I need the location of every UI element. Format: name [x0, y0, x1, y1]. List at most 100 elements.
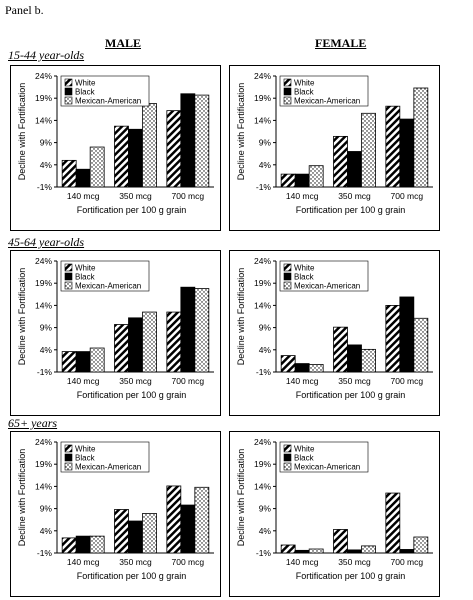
bar-white-350-mcg	[114, 324, 129, 373]
x-tick-label: 700 mcg	[391, 376, 424, 386]
y-tick-label: 14%	[254, 481, 271, 491]
y-tick-label: 9%	[259, 504, 272, 514]
bar-white-140-mcg	[280, 544, 296, 554]
bar-mexican-american-700-mcg	[194, 288, 210, 373]
legend-label: White	[294, 79, 315, 88]
legend-swatch	[64, 87, 73, 96]
y-tick-label: 4%	[40, 160, 53, 170]
y-tick-label: -1%	[256, 182, 272, 192]
y-axis-label: Decline with Fortification	[17, 268, 27, 366]
legend-label: Black	[294, 454, 315, 463]
panel-label: Panel b.	[5, 3, 44, 17]
bar-mexican-american-700-mcg	[413, 87, 429, 188]
y-tick-label: 9%	[259, 138, 272, 148]
legend-label: White	[75, 445, 96, 454]
row-heading-65-plus: 65+ years	[8, 416, 58, 430]
bar-white-350-mcg	[333, 529, 348, 554]
legend-swatch	[64, 462, 73, 471]
chart-svg: -1% 4% 9% 14% 19% 24% Decline with Fortificati…	[17, 437, 214, 581]
bar-black-350-mcg	[347, 549, 362, 554]
y-tick-label: 24%	[35, 71, 52, 81]
bar-black-350-mcg	[128, 520, 143, 554]
x-tick-label: 350 mcg	[338, 191, 371, 201]
chart-female-15-44: -1% 4% 9% 14% 19% 24% Decline with Fortificati…	[229, 65, 440, 231]
x-tick-label: 350 mcg	[119, 376, 152, 386]
legend-label: White	[75, 79, 96, 88]
bar-white-140-mcg	[280, 355, 296, 373]
x-tick-label: 140 mcg	[67, 376, 100, 386]
legend-label: White	[294, 445, 315, 454]
bar-black-700-mcg	[180, 93, 196, 188]
legend-swatch	[64, 453, 73, 462]
bar-black-700-mcg	[399, 296, 415, 373]
chart-svg: -1% 4% 9% 14% 19% 24% Decline with Fortificati…	[236, 437, 433, 581]
chart-male-15-44: -1% 4% 9% 14% 19% 24% Decline with Fortificati…	[10, 65, 221, 231]
x-tick-label: 140 mcg	[286, 376, 319, 386]
x-axis-label: Fortification per 100 g grain	[296, 390, 406, 400]
bar-black-140-mcg	[294, 363, 310, 373]
y-axis-label: Decline with Fortification	[17, 449, 27, 547]
bar-white-140-mcg	[61, 537, 77, 554]
bar-black-140-mcg	[294, 549, 310, 554]
bar-mexican-american-350-mcg	[361, 545, 376, 554]
legend-frame	[279, 260, 369, 292]
x-axis-label: Fortification per 100 g grain	[296, 205, 406, 215]
legend-label: Mexican-American	[75, 282, 141, 291]
bar-white-700-mcg	[166, 311, 182, 373]
x-tick-label: 350 mcg	[338, 557, 371, 567]
chart-male-65-plus: -1% 4% 9% 14% 19% 24% Decline with Fortificati…	[10, 431, 221, 597]
x-tick-label: 700 mcg	[391, 557, 424, 567]
y-tick-label: 9%	[259, 323, 272, 333]
legend-frame	[279, 75, 369, 107]
bar-black-350-mcg	[347, 151, 362, 188]
y-tick-label: 19%	[35, 93, 52, 103]
bar-black-140-mcg	[75, 535, 91, 554]
bar-white-350-mcg	[114, 509, 129, 554]
legend-swatch	[64, 281, 73, 290]
y-tick-label: 14%	[35, 481, 52, 491]
bar-black-700-mcg	[180, 286, 196, 373]
legend-label: Black	[75, 273, 96, 282]
legend-label: White	[75, 264, 96, 273]
legend-swatch	[64, 78, 73, 87]
x-axis-label: Fortification per 100 g grain	[77, 205, 187, 215]
legend-swatch	[283, 272, 292, 281]
bar-white-700-mcg	[385, 492, 401, 554]
bar-white-350-mcg	[114, 125, 129, 188]
y-axis-label: Decline with Fortification	[17, 83, 27, 181]
bar-mexican-american-700-mcg	[413, 536, 429, 554]
y-tick-label: -1%	[256, 548, 272, 558]
bar-mexican-american-350-mcg	[361, 112, 376, 188]
legend-frame	[60, 260, 150, 292]
x-tick-label: 140 mcg	[286, 191, 319, 201]
y-tick-label: -1%	[256, 367, 272, 377]
bar-white-140-mcg	[280, 173, 296, 188]
legend-frame	[60, 75, 150, 107]
bar-black-140-mcg	[75, 168, 91, 188]
legend-frame	[279, 441, 369, 473]
legend-label: Mexican-American	[75, 463, 141, 472]
legend-label: White	[294, 264, 315, 273]
row-heading-15-44: 15-44 year-olds	[8, 48, 85, 62]
legend-label: Mexican-American	[294, 97, 360, 106]
chart-svg: -1% 4% 9% 14% 19% 24% Decline with Fortificati…	[236, 71, 433, 215]
y-tick-label: 9%	[40, 504, 53, 514]
chart-female-65-plus: -1% 4% 9% 14% 19% 24% Decline with Fortificati…	[229, 431, 440, 597]
y-tick-label: 24%	[35, 256, 52, 266]
legend-swatch	[283, 281, 292, 290]
legend-label: Mexican-American	[294, 282, 360, 291]
legend-swatch	[283, 444, 292, 453]
bar-black-140-mcg	[75, 351, 91, 373]
x-tick-label: 350 mcg	[119, 191, 152, 201]
legend-label: Black	[294, 88, 315, 97]
bar-black-700-mcg	[399, 118, 415, 188]
y-tick-label: 19%	[254, 278, 271, 288]
bar-black-700-mcg	[180, 504, 196, 554]
bar-mexican-american-140-mcg	[89, 146, 105, 188]
bar-mexican-american-140-mcg	[89, 347, 105, 373]
legend-swatch	[283, 96, 292, 105]
x-tick-label: 140 mcg	[67, 191, 100, 201]
